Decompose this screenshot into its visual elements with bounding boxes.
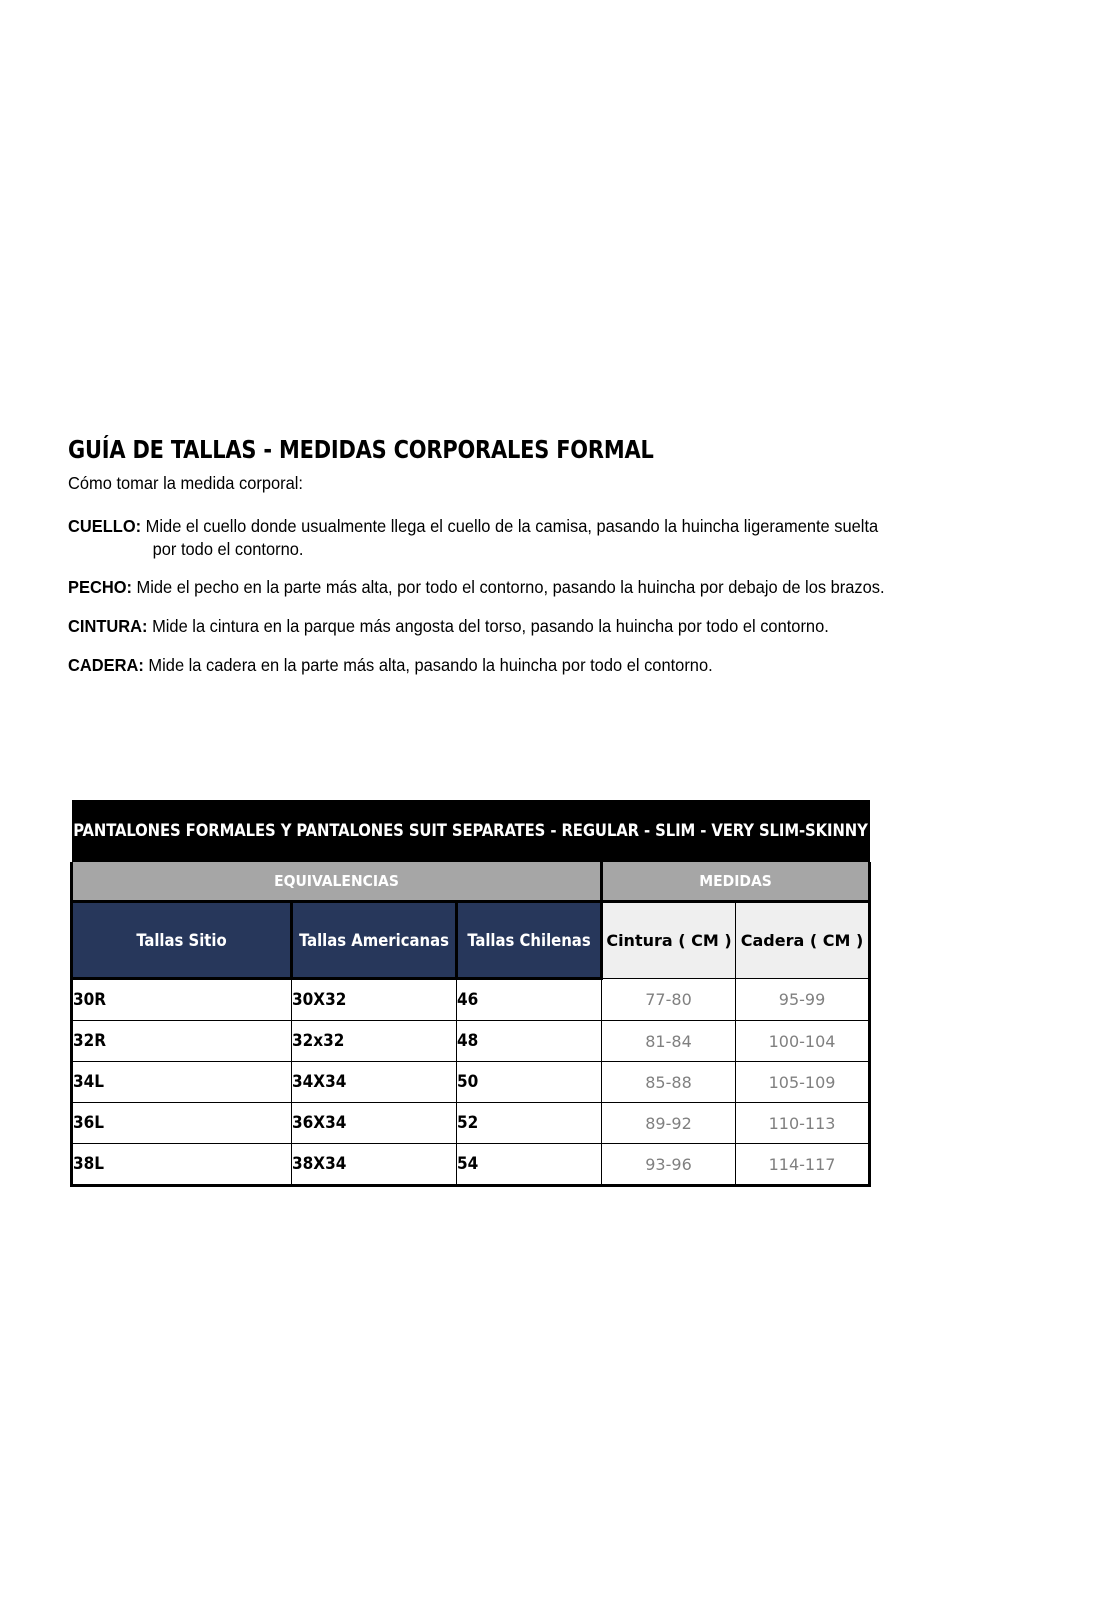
measurement-pecho: PECHO: Mide el pecho en la parte más alt…: [68, 576, 970, 599]
cell-tallas-americanas: 36X34: [291, 1102, 457, 1144]
cell-tallas-chilenas: 54: [456, 1143, 602, 1187]
measurement-cadera: CADERA: Mide la cadera en la parte más a…: [68, 654, 970, 677]
table-column-header-row: Tallas Sitio Tallas Americanas Tallas Ch…: [70, 900, 872, 980]
cell-cintura: 93-96: [601, 1143, 736, 1187]
cell-tallas-chilenas: 48: [456, 1020, 602, 1062]
cell-tallas-sitio: 32R: [70, 1020, 292, 1062]
measurement-text: Mide la cadera en la parte más alta, pas…: [143, 654, 713, 675]
group-header-equivalencias: EQUIVALENCIAS: [70, 862, 603, 902]
cell-cintura: 77-80: [601, 978, 736, 1021]
cell-tallas-americanas: 32x32: [291, 1020, 457, 1062]
table-row: 38L 38X34 54 93-96 114-117: [70, 1143, 872, 1187]
cell-cadera: 100-104: [734, 1020, 872, 1062]
page-title: GUÍA DE TALLAS - MEDIDAS CORPORALES FORM…: [68, 434, 654, 464]
measurement-cintura: CINTURA: Mide la cintura en la parque má…: [68, 615, 970, 638]
measurement-continuation: por todo el contorno.: [152, 538, 304, 559]
column-header-tallas-sitio: Tallas Sitio: [70, 900, 293, 980]
column-header-cintura: Cintura ( CM ): [601, 900, 736, 979]
group-header-medidas: MEDIDAS: [599, 862, 872, 902]
measurement-term: CADERA:: [68, 654, 144, 675]
cell-tallas-chilenas: 52: [456, 1102, 602, 1144]
cell-cintura: 89-92: [601, 1102, 736, 1144]
cell-tallas-americanas: 38X34: [291, 1143, 457, 1187]
cell-tallas-americanas: 30X32: [291, 978, 457, 1021]
cell-cadera: 114-117: [734, 1143, 872, 1187]
table-banner: PANTALONES FORMALES Y PANTALONES SUIT SE…: [71, 800, 870, 862]
measurement-term: CUELLO:: [68, 515, 142, 536]
cell-tallas-sitio: 36L: [70, 1102, 292, 1144]
intro-lead: Cómo tomar la medida corporal:: [68, 473, 303, 493]
cell-cadera: 95-99: [734, 978, 872, 1021]
cell-tallas-sitio: 34L: [70, 1061, 292, 1103]
cell-cadera: 110-113: [734, 1102, 872, 1144]
column-header-tallas-chilenas: Tallas Chilenas: [455, 900, 603, 980]
cell-tallas-sitio: 38L: [70, 1143, 292, 1187]
table-row: 34L 34X34 50 85-88 105-109: [70, 1061, 872, 1103]
cell-tallas-chilenas: 50: [456, 1061, 602, 1103]
cell-cintura: 85-88: [601, 1061, 736, 1103]
table-group-header-row: EQUIVALENCIAS MEDIDAS: [70, 862, 872, 902]
measurement-cuello: CUELLO: Mide el cuello donde usualmente …: [68, 515, 970, 561]
cell-tallas-sitio: 30R: [70, 978, 292, 1021]
measurement-term: PECHO:: [68, 577, 132, 598]
measurement-text: Mide el cuello donde usualmente llega el…: [141, 515, 879, 536]
column-header-cadera: Cadera ( CM ): [734, 900, 872, 979]
table-banner-row: PANTALONES FORMALES Y PANTALONES SUIT SE…: [71, 800, 870, 862]
cell-tallas-chilenas: 46: [456, 978, 602, 1021]
size-chart-table: PANTALONES FORMALES Y PANTALONES SUIT SE…: [70, 800, 872, 1187]
table-row: 36L 36X34 52 89-92 110-113: [70, 1102, 872, 1144]
cell-cintura: 81-84: [601, 1020, 736, 1062]
measurement-text: Mide el pecho en la parte más alta, por …: [131, 577, 885, 598]
measurement-text: Mide la cintura en la parque más angosta…: [147, 616, 829, 636]
column-header-tallas-americanas: Tallas Americanas: [290, 900, 458, 980]
cell-cadera: 105-109: [734, 1061, 872, 1103]
cell-tallas-americanas: 34X34: [291, 1061, 457, 1103]
intro-section: Cómo tomar la medida corporal: CUELLO: M…: [68, 472, 970, 693]
measurement-term: CINTURA:: [68, 616, 148, 636]
table-row: 32R 32x32 48 81-84 100-104: [70, 1020, 872, 1062]
table-row: 30R 30X32 46 77-80 95-99: [70, 978, 872, 1021]
